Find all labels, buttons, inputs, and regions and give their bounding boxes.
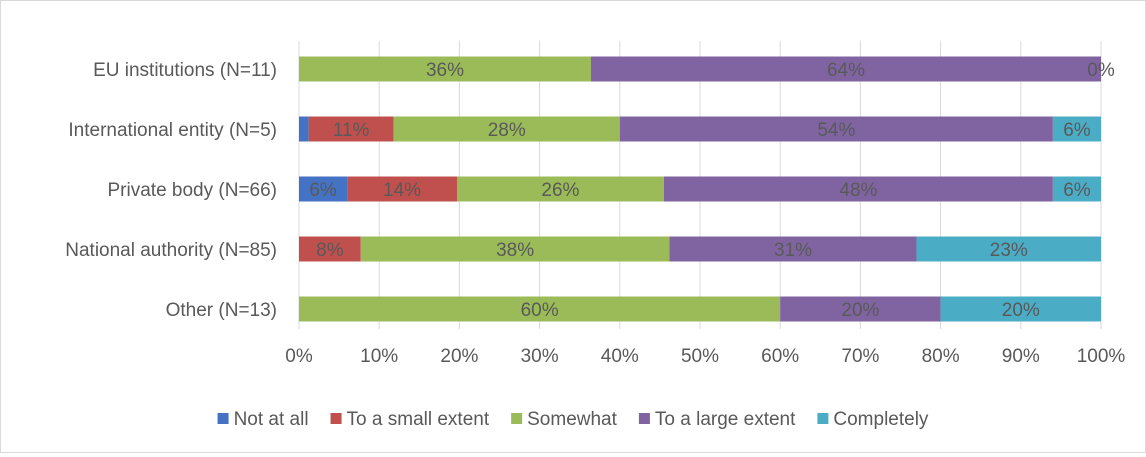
data-label: 6% [1063, 180, 1091, 201]
bar-segment [299, 296, 781, 322]
legend-item: Not at all [217, 409, 309, 430]
legend-label: Somewhat [527, 409, 617, 430]
bar-segment [347, 176, 457, 202]
bar-segment [299, 236, 361, 262]
bar-segment [299, 116, 309, 142]
data-label: 28% [488, 120, 526, 141]
bar-segment [299, 176, 348, 202]
x-tick-label: 60% [761, 346, 799, 367]
legend-label: Completely [833, 409, 929, 430]
data-label: 54% [817, 120, 855, 141]
bar-segment [1052, 116, 1101, 142]
legend-item: To a large extent [638, 409, 796, 430]
data-label: 60% [521, 300, 559, 321]
data-label: 23% [990, 240, 1028, 261]
data-labels: 36% 64% 0% 11% 28% 54% 6% 6% 14% 26% 48% 6% 8% 38% 31%… [309, 60, 1115, 321]
x-tick-label: 100% [1077, 346, 1126, 367]
data-label: 8% [316, 240, 344, 261]
category-label: International entity (N=5) [68, 120, 277, 141]
legend-swatch [217, 413, 229, 424]
bar-segment [669, 236, 917, 262]
bar-segment [360, 236, 670, 262]
category-label: National authority (N=85) [65, 240, 277, 261]
data-label: 11% [333, 120, 370, 141]
bar-segment [308, 116, 394, 142]
legend-label: To a large extent [655, 409, 796, 430]
legend-swatch [638, 413, 650, 424]
legend: Not at all To a small extent Somewhat To a … [217, 409, 929, 430]
legend-item: Completely [817, 409, 929, 430]
data-label: 6% [309, 180, 337, 201]
legend-swatch [330, 413, 342, 424]
data-label: 26% [541, 180, 579, 201]
legend-label: To a small extent [347, 409, 490, 430]
legend-item: Somewhat [511, 409, 618, 430]
x-tick-label: 10% [360, 346, 398, 367]
data-label: 31% [774, 240, 812, 261]
x-tick-label: 40% [601, 346, 639, 367]
category-labels: EU institutions (N=11) International enti… [65, 60, 277, 321]
legend-item: To a small extent [330, 409, 490, 430]
legend-swatch [817, 413, 829, 424]
category-label: Private body (N=66) [108, 180, 278, 201]
bar-segment [619, 116, 1053, 142]
category-label: EU institutions (N=11) [93, 60, 277, 81]
data-label: 64% [827, 60, 865, 81]
bar-segment [590, 56, 1101, 82]
bars [299, 56, 1101, 322]
bar-segment [780, 296, 941, 322]
data-label: 6% [1063, 120, 1091, 141]
bar-segment [299, 56, 591, 82]
data-label: 20% [841, 300, 879, 321]
data-label: 14% [383, 180, 421, 201]
bar-segment [916, 236, 1101, 262]
x-axis-ticks: 0% 10% 20% 30% 40% 50% 60% 70% 80% 90% 100% [285, 346, 1125, 367]
data-label: 36% [426, 60, 464, 81]
x-tick-label: 90% [1002, 346, 1040, 367]
data-label: 0% [1087, 60, 1115, 81]
bar-segment [1052, 176, 1101, 202]
x-tick-label: 50% [681, 346, 719, 367]
legend-swatch [511, 413, 523, 424]
x-tick-label: 70% [841, 346, 879, 367]
data-label: 20% [1002, 300, 1040, 321]
data-label: 48% [839, 180, 877, 201]
x-tick-label: 20% [440, 346, 478, 367]
bar-segment [393, 116, 620, 142]
category-label: Other (N=13) [166, 300, 277, 321]
bar-segment [663, 176, 1053, 202]
x-tick-label: 30% [521, 346, 559, 367]
x-tick-label: 80% [922, 346, 960, 367]
bar-segment [940, 296, 1101, 322]
bar-segment [456, 176, 664, 202]
data-label: 38% [496, 240, 534, 261]
x-tick-label: 0% [285, 346, 313, 367]
legend-label: Not at all [234, 409, 309, 430]
